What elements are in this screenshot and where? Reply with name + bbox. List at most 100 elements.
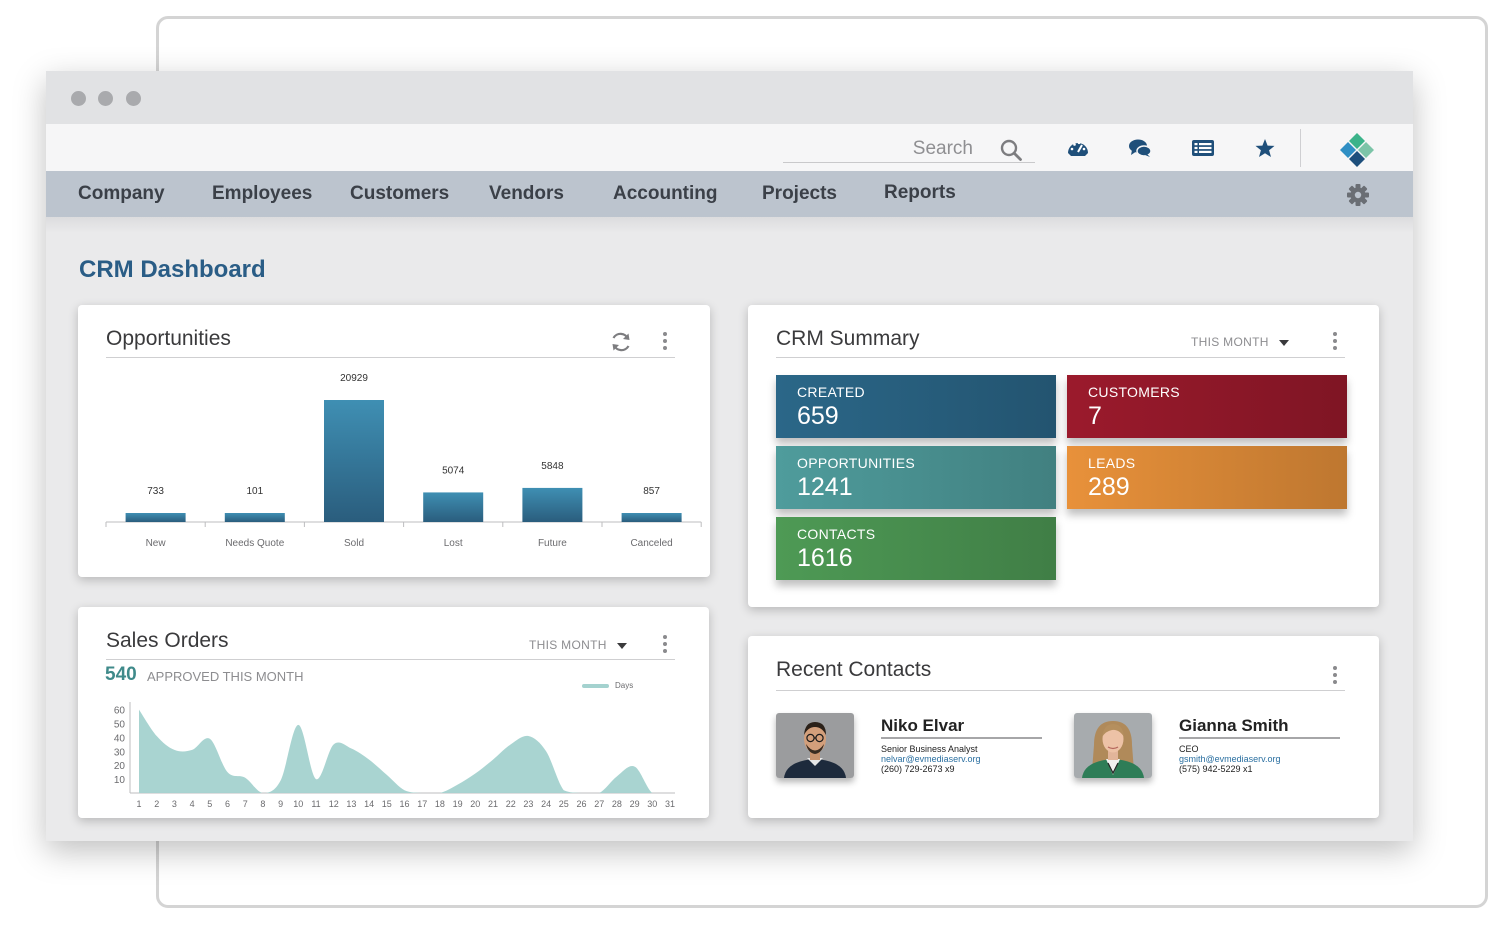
- nav-accounting[interactable]: Accounting: [613, 183, 718, 204]
- bar-value-label: 5074: [442, 465, 465, 476]
- contact-photo-niko: [776, 713, 854, 778]
- approved-count: 540: [105, 664, 137, 685]
- crm-summary-menu-icon[interactable]: [1332, 332, 1338, 352]
- x-tick-label: 8: [260, 799, 265, 809]
- bar-value-label: 20929: [340, 373, 368, 384]
- x-tick-label: 13: [346, 799, 356, 809]
- tile-created-value: 659: [797, 402, 839, 430]
- contact-email[interactable]: gsmith@evmediaserv.org: [1179, 754, 1281, 764]
- nav-employees[interactable]: Employees: [212, 183, 313, 204]
- x-tick-label: 26: [576, 799, 586, 809]
- window-maximize-dot[interactable]: [126, 91, 141, 106]
- contact-name-rule: [1179, 737, 1340, 739]
- opportunities-bar[interactable]: [224, 513, 285, 522]
- window-minimize-dot[interactable]: [98, 91, 113, 106]
- x-tick-label: 15: [382, 799, 392, 809]
- x-tick-label: 5: [207, 799, 212, 809]
- avatar[interactable]: [1074, 713, 1152, 778]
- chevron-down-icon: [616, 642, 627, 649]
- top-toolbar: [46, 124, 1413, 171]
- tile-customers-value: 7: [1088, 402, 1102, 430]
- gear-icon[interactable]: [1346, 183, 1370, 207]
- contact-email[interactable]: nelvar@evmediaserv.org: [881, 754, 981, 764]
- approved-label: APPROVED THIS MONTH: [147, 669, 304, 684]
- x-tick-label: 17: [417, 799, 427, 809]
- tile-contacts-label: CONTACTS: [797, 526, 876, 542]
- y-tick-label: 20: [114, 761, 126, 772]
- window-close-dot[interactable]: [71, 91, 86, 106]
- contact-phone: (260) 729-2673 x9: [881, 764, 955, 774]
- window-titlebar: [46, 71, 1413, 124]
- chat-bubbles-icon[interactable]: [1128, 137, 1152, 159]
- tile-contacts[interactable]: CONTACTS 1616: [776, 517, 1056, 580]
- sales-orders-card: Sales Orders THIS MONTH 540 APPROVED THI…: [78, 607, 709, 818]
- sales-area-series[interactable]: [139, 709, 670, 793]
- y-tick-label: 40: [114, 733, 126, 744]
- toolbar-divider: [1300, 129, 1301, 167]
- opportunities-title: Opportunities: [106, 327, 231, 350]
- avatar[interactable]: [776, 713, 854, 778]
- x-tick-label: 1: [136, 799, 141, 809]
- opportunities-bar[interactable]: [324, 400, 384, 522]
- legend-label: Days: [615, 681, 633, 690]
- sales-orders-menu-icon[interactable]: [662, 635, 668, 655]
- recent-contacts-title-rule: [776, 690, 1345, 691]
- legend-swatch: [582, 684, 609, 688]
- nav-vendors[interactable]: Vendors: [489, 183, 564, 204]
- app-window: Company Employees Customers Vendors Acco…: [46, 71, 1413, 841]
- y-tick-label: 50: [114, 719, 126, 730]
- category-label: Sold: [344, 538, 364, 549]
- opportunities-bar[interactable]: [125, 513, 186, 522]
- opportunities-bar[interactable]: [423, 492, 484, 522]
- search-box: [783, 136, 1035, 163]
- x-tick-label: 18: [435, 799, 445, 809]
- x-tick-label: 20: [470, 799, 480, 809]
- tile-customers[interactable]: CUSTOMERS 7: [1067, 375, 1347, 438]
- nav-company[interactable]: Company: [78, 183, 165, 204]
- recent-contacts-menu-icon[interactable]: [1332, 666, 1338, 686]
- nav-projects[interactable]: Projects: [762, 183, 837, 204]
- chevron-down-icon: [1278, 339, 1289, 346]
- tile-leads[interactable]: LEADS 289: [1067, 446, 1347, 509]
- contact-name[interactable]: Niko Elvar: [881, 716, 965, 735]
- nav-customers[interactable]: Customers: [350, 183, 450, 204]
- category-label: Canceled: [630, 538, 672, 549]
- nav-reports[interactable]: Reports: [884, 182, 956, 203]
- tile-opportunities-value: 1241: [797, 473, 853, 501]
- crm-summary-title-rule: [776, 357, 1345, 358]
- sales-orders-title-rule: [106, 659, 675, 660]
- search-icon[interactable]: [999, 138, 1023, 162]
- x-tick-label: 31: [665, 799, 675, 809]
- opportunities-menu-icon[interactable]: [662, 332, 668, 352]
- contact-role: Senior Business Analyst: [881, 744, 978, 754]
- dashboard-gauge-icon[interactable]: [1066, 137, 1090, 159]
- nav-shadow: [46, 217, 1413, 233]
- tile-opportunities[interactable]: OPPORTUNITIES 1241: [776, 446, 1056, 509]
- crm-summary-period-dropdown[interactable]: THIS MONTH: [1191, 335, 1289, 349]
- list-icon[interactable]: [1191, 137, 1215, 159]
- contact-name[interactable]: Gianna Smith: [1179, 716, 1289, 735]
- contact-role: CEO: [1179, 744, 1199, 754]
- company-logo: [1340, 133, 1374, 167]
- x-tick-label: 29: [630, 799, 640, 809]
- x-tick-label: 24: [541, 799, 551, 809]
- bar-value-label: 857: [643, 486, 660, 497]
- star-icon[interactable]: [1253, 137, 1277, 159]
- x-tick-label: 22: [506, 799, 516, 809]
- crm-summary-card: CRM Summary THIS MONTH CREATED 659 CUSTO…: [748, 305, 1379, 607]
- opportunities-bar[interactable]: [522, 487, 583, 522]
- tile-created[interactable]: CREATED 659: [776, 375, 1056, 438]
- category-label: Needs Quote: [225, 538, 284, 549]
- x-tick-label: 14: [364, 799, 374, 809]
- category-label: Future: [538, 538, 567, 549]
- x-tick-label: 4: [190, 799, 195, 809]
- x-tick-label: 21: [488, 799, 498, 809]
- opportunities-bar[interactable]: [621, 513, 682, 522]
- refresh-icon[interactable]: [609, 330, 633, 354]
- category-label: Lost: [444, 538, 463, 549]
- opportunities-bar-chart: 733 New 101 Needs Quote 20929 Sold 5074 Lost 584…: [105, 373, 702, 549]
- y-tick-label: 30: [114, 747, 126, 758]
- crm-summary-title: CRM Summary: [776, 327, 920, 350]
- search-input[interactable]: [783, 136, 1003, 162]
- sales-orders-period-dropdown[interactable]: THIS MONTH: [529, 638, 627, 652]
